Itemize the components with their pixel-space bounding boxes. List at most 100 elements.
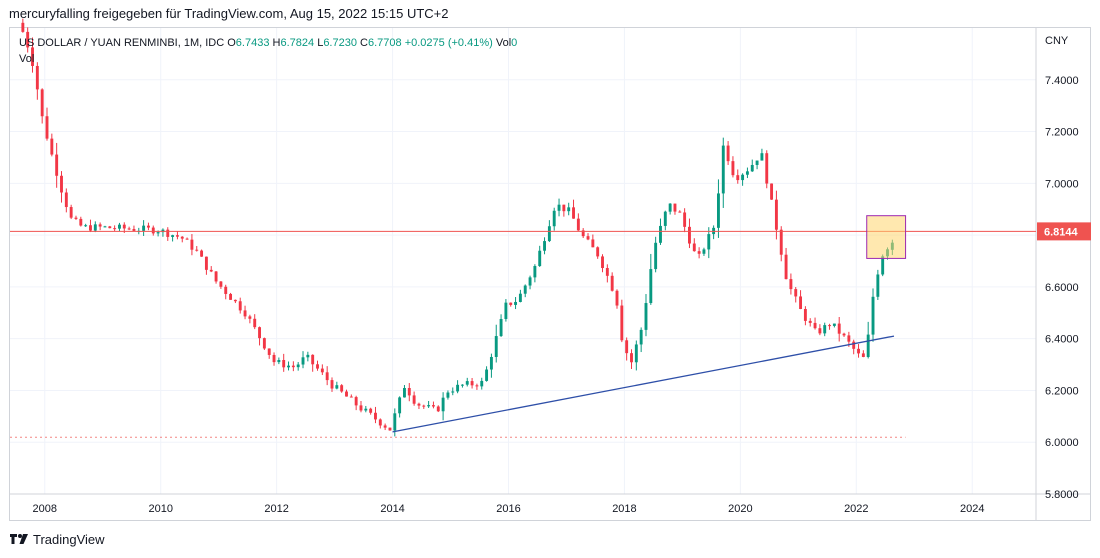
candle-body	[146, 225, 150, 228]
candle-body	[219, 281, 223, 287]
candle-body	[683, 212, 687, 227]
candle-body	[243, 310, 247, 317]
y-tick-label: 6.0000	[1045, 437, 1079, 449]
candle-body	[668, 203, 672, 212]
candle-body	[190, 239, 194, 250]
candle-body	[678, 211, 682, 213]
candle-body	[470, 381, 474, 386]
x-tick-label: 2012	[264, 503, 288, 515]
candle-body	[378, 419, 382, 426]
x-tick-label: 2008	[33, 503, 57, 515]
candle-body	[431, 405, 435, 407]
candle-body	[262, 338, 266, 349]
y-tick-label: 7.0000	[1045, 178, 1079, 190]
vol-label: Vol	[495, 37, 512, 49]
candle-body	[721, 145, 725, 194]
candle-body	[485, 369, 489, 381]
candle-body	[750, 164, 754, 172]
candle-body	[311, 354, 315, 365]
x-tick-label: 2016	[496, 503, 520, 515]
candle-body	[639, 329, 643, 345]
candle-body	[441, 397, 445, 412]
candle-body	[494, 336, 498, 357]
open-label: O	[227, 37, 236, 49]
support-trendline[interactable]	[392, 335, 895, 433]
candle-body	[456, 384, 460, 392]
candle-body	[866, 334, 870, 357]
candle-body	[98, 224, 102, 227]
highlight-rectangle[interactable]	[866, 215, 907, 259]
candle-body	[509, 302, 513, 305]
price-line-label-bg	[1037, 222, 1091, 241]
candle-body	[692, 243, 696, 252]
candle-body	[586, 236, 590, 240]
candle-body	[296, 364, 300, 368]
candle-body	[659, 225, 662, 243]
candle-body	[847, 335, 851, 342]
candle-body	[538, 250, 542, 267]
candle-body	[552, 210, 556, 227]
candle-body	[644, 303, 648, 330]
candle-body	[407, 388, 411, 396]
candle-body	[828, 325, 831, 327]
candle-body	[475, 385, 479, 387]
candle-body	[514, 301, 518, 305]
share-caption: mercuryfalling freigegeben für TradingVi…	[9, 6, 449, 21]
candle-body	[567, 207, 571, 212]
candle-body	[857, 348, 860, 354]
candle-body	[272, 354, 276, 363]
x-tick-label: 2018	[612, 503, 636, 515]
candle-body	[253, 318, 257, 328]
candle-body	[132, 229, 136, 231]
y-tick-label: 5.8000	[1045, 489, 1079, 501]
candle-body	[200, 250, 204, 257]
candle-body	[113, 228, 117, 230]
candle-body	[258, 327, 261, 339]
chart-frame	[9, 27, 1091, 521]
candle-body	[142, 225, 146, 231]
low-label: L	[317, 37, 324, 49]
candle-body	[340, 385, 344, 392]
candle-body	[861, 353, 865, 357]
close-value: 6.7708	[367, 37, 402, 49]
candle-body	[108, 226, 112, 229]
candle-body	[364, 408, 368, 411]
candle-body	[291, 365, 295, 368]
candle-body	[460, 384, 464, 386]
candle-body	[615, 290, 619, 306]
candle-body	[156, 232, 160, 234]
candle-body	[282, 359, 286, 368]
candle-body	[195, 249, 199, 251]
candle-body	[654, 242, 658, 270]
candle-body	[591, 239, 595, 248]
y-tick-label: 7.4000	[1045, 75, 1079, 87]
candle-body	[697, 251, 701, 254]
volume-row-label[interactable]: Vol	[19, 53, 35, 65]
candle-body	[605, 268, 609, 276]
candle-body	[122, 224, 126, 229]
candle-body	[543, 241, 546, 251]
candle-body	[533, 266, 537, 278]
candle-body	[214, 271, 218, 282]
candle-body	[180, 236, 184, 239]
candle-body	[489, 356, 493, 370]
x-tick-label: 2020	[728, 503, 752, 515]
candle-body	[803, 309, 807, 321]
candle-body	[74, 217, 78, 219]
candle-body	[765, 153, 769, 184]
candle-body	[79, 218, 83, 226]
candle-body	[837, 323, 841, 334]
candle-body	[451, 391, 455, 393]
candle-body	[813, 322, 817, 329]
candle-body	[166, 229, 170, 237]
candle-body	[345, 391, 348, 397]
x-tick-label: 2024	[960, 503, 984, 515]
symbol-title[interactable]: US DOLLAR / YUAN RENMINBI, 1M, IDC	[19, 37, 225, 49]
candle-body	[287, 365, 290, 368]
candle-body	[69, 207, 73, 218]
candle-body	[330, 380, 334, 389]
candle-body	[417, 403, 421, 406]
candle-body	[60, 175, 63, 193]
close-label: C	[360, 37, 368, 49]
